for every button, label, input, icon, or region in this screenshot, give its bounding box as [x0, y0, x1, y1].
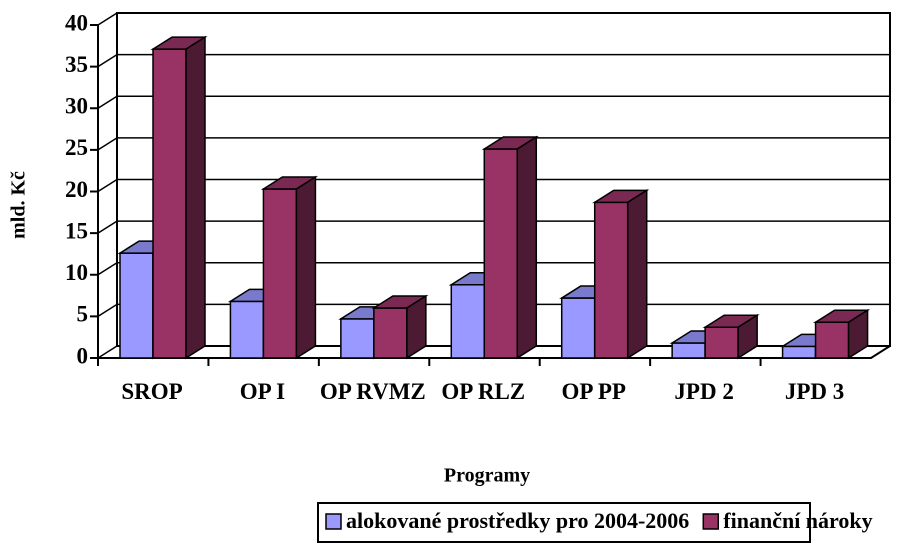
- x-tick-label: OP PP: [561, 379, 626, 404]
- y-tick-label: 10: [65, 260, 88, 285]
- bar-side: [847, 308, 869, 360]
- bar-side: [516, 135, 538, 360]
- y-tick-label: 20: [65, 177, 88, 202]
- x-tick-label: OP RLZ: [441, 379, 526, 404]
- legend-box: [317, 502, 811, 543]
- y-axis-title: mld. Kč: [8, 171, 30, 239]
- grid-line-side: [97, 12, 118, 26]
- y-tick-label: 25: [65, 135, 88, 160]
- legend-swatch: [325, 513, 342, 530]
- bar: [702, 313, 760, 360]
- grid-line-side: [97, 345, 118, 359]
- x-tick-label: JPD 3: [784, 379, 845, 404]
- bar: [150, 35, 208, 360]
- legend-swatch: [702, 513, 720, 530]
- bar-front: [560, 297, 596, 359]
- bar-side: [626, 188, 648, 360]
- x-tick-label: SROP: [121, 379, 183, 404]
- x-tick-label: OP I: [239, 379, 286, 404]
- grid-line-side: [97, 220, 118, 234]
- legend-label: finanční nároky: [723, 508, 872, 533]
- bar-front: [483, 148, 519, 359]
- x-axis-title: Programy: [444, 465, 530, 487]
- bar: [481, 135, 539, 360]
- y-tick-label: 30: [65, 94, 88, 119]
- y-tick-label: 0: [77, 343, 89, 368]
- x-tick-label: OP RVMZ: [319, 379, 426, 404]
- bar-side: [185, 35, 206, 360]
- bar-front: [450, 283, 486, 359]
- y-tick-label: 40: [65, 10, 88, 35]
- bar-front: [781, 345, 817, 359]
- bar: [592, 188, 650, 360]
- bar-front: [671, 342, 706, 359]
- bar-front: [704, 326, 739, 359]
- bar: [371, 294, 429, 360]
- y-tick-label: 15: [65, 218, 88, 243]
- bar-front: [340, 318, 375, 359]
- x-tick-label: JPD 2: [674, 379, 734, 404]
- bar-front: [119, 252, 154, 359]
- bar-front: [373, 307, 408, 359]
- bar-front: [593, 201, 629, 359]
- y-tick-label: 5: [77, 302, 89, 327]
- grid-line-side: [97, 95, 118, 109]
- bar-side: [737, 313, 758, 360]
- bar: [812, 308, 871, 360]
- bar-front: [152, 48, 187, 359]
- grid-line-side: [97, 178, 118, 193]
- bar-front: [814, 321, 850, 359]
- legend-label: alokované prostředky pro 2004-2006: [346, 508, 689, 533]
- y-tick-label: 35: [65, 52, 88, 77]
- bar-front: [262, 188, 298, 359]
- grid-line-side: [97, 137, 118, 151]
- bar-side: [295, 175, 317, 360]
- grid-line-side: [97, 262, 118, 276]
- bar: [260, 175, 319, 360]
- bar-front: [229, 300, 265, 359]
- grid-line-side: [97, 303, 118, 318]
- grid-line-side: [97, 53, 118, 68]
- bar-side: [406, 294, 427, 360]
